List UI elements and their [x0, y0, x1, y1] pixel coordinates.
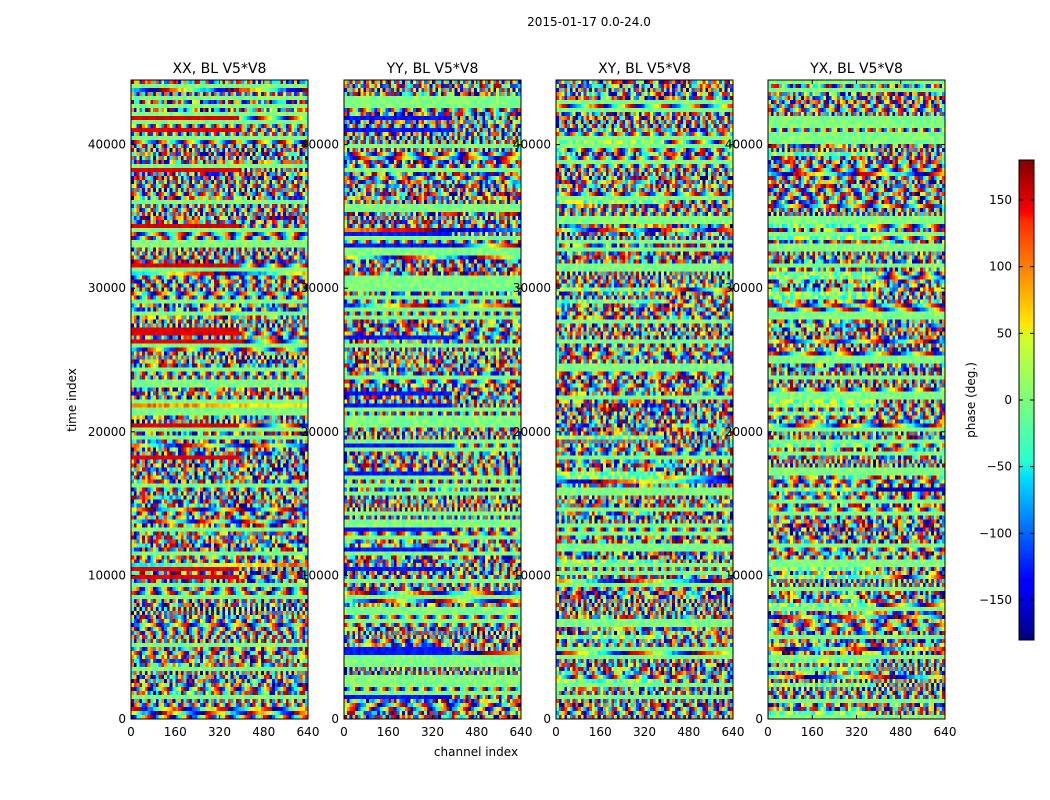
panel-title: XX, BL V5*V8 [173, 61, 267, 77]
y-tick-label: 0 [118, 712, 126, 726]
colorbar-tick-label: −50 [987, 460, 1012, 474]
y-tick-label: 20000 [513, 425, 551, 439]
x-tick-label: 160 [377, 725, 400, 739]
x-tick-label: 320 [208, 725, 231, 739]
y-tick-label: 40000 [301, 138, 339, 152]
x-axis-label: channel index [434, 745, 518, 759]
x-tick-label: 640 [297, 725, 320, 739]
x-tick-label: 320 [845, 725, 868, 739]
colorbar-tick-label: −150 [979, 593, 1012, 607]
x-tick-label: 320 [421, 725, 444, 739]
figure-suptitle: 2015-01-17 0.0-24.0 [527, 15, 651, 29]
y-tick-label: 10000 [301, 568, 339, 582]
y-tick-label: 10000 [725, 568, 763, 582]
y-tick-label: 40000 [513, 138, 551, 152]
y-tick-label: 30000 [513, 281, 551, 295]
x-tick-label: 0 [340, 725, 348, 739]
y-tick-label: 20000 [88, 425, 126, 439]
x-tick-label: 640 [510, 725, 533, 739]
x-tick-label: 160 [164, 725, 187, 739]
x-tick-label: 640 [934, 725, 957, 739]
y-tick-label: 0 [543, 712, 551, 726]
panel-3: XY, BL V5*V8 0 160 320 480 640 0 10000 20000 3000… [513, 61, 745, 739]
heatmap-image [556, 80, 733, 719]
panel-2: YY, BL V5*V8 0 160 320 480 640 0 10000 20000 3000… [301, 61, 533, 739]
x-tick-label: 480 [889, 725, 912, 739]
panel-title: YX, BL V5*V8 [809, 61, 903, 77]
y-tick-label: 20000 [301, 425, 339, 439]
y-tick-label: 0 [755, 712, 763, 726]
x-tick-label: 320 [633, 725, 656, 739]
colorbar-tick-label: 100 [989, 260, 1012, 274]
colorbar-tick-label: −100 [979, 526, 1012, 540]
heatmap-image [131, 80, 308, 719]
y-tick-label: 10000 [513, 568, 551, 582]
panel-4: YX, BL V5*V8 0 160 320 480 640 0 10000 20000 3000… [725, 61, 957, 739]
x-tick-label: 0 [127, 725, 135, 739]
y-tick-label: 30000 [301, 281, 339, 295]
x-tick-label: 640 [722, 725, 745, 739]
panel-title: YY, BL V5*V8 [386, 61, 479, 77]
y-tick-label: 30000 [725, 281, 763, 295]
panel-1: XX, BL V5*V8 0 160 320 480 640 0 10000 20000 3000… [88, 61, 320, 739]
panel-title: XY, BL V5*V8 [598, 61, 691, 77]
x-tick-label: 160 [801, 725, 824, 739]
x-tick-label: 0 [552, 725, 560, 739]
y-tick-label: 30000 [88, 281, 126, 295]
colorbar: −150 −100 −50 0 50 100 150 phase (deg.) [964, 160, 1034, 640]
colorbar-label: phase (deg.) [964, 362, 978, 438]
colorbar-tick-label: 50 [997, 326, 1012, 340]
y-tick-label: 0 [331, 712, 339, 726]
y-tick-label: 40000 [88, 138, 126, 152]
colorbar-tick-label: 150 [989, 193, 1012, 207]
x-tick-label: 480 [465, 725, 488, 739]
colorbar-tick-label: 0 [1004, 393, 1012, 407]
x-tick-label: 160 [589, 725, 612, 739]
y-axis-label: time index [65, 368, 79, 432]
heatmap-image [768, 80, 945, 719]
x-tick-label: 0 [764, 725, 772, 739]
panels-group: XX, BL V5*V8 0 160 320 480 640 0 10000 20000 3000… [88, 61, 957, 739]
y-tick-label: 20000 [725, 425, 763, 439]
x-tick-label: 480 [677, 725, 700, 739]
y-tick-label: 10000 [88, 568, 126, 582]
heatmap-image [344, 80, 521, 719]
x-tick-label: 480 [252, 725, 275, 739]
y-tick-label: 40000 [725, 138, 763, 152]
